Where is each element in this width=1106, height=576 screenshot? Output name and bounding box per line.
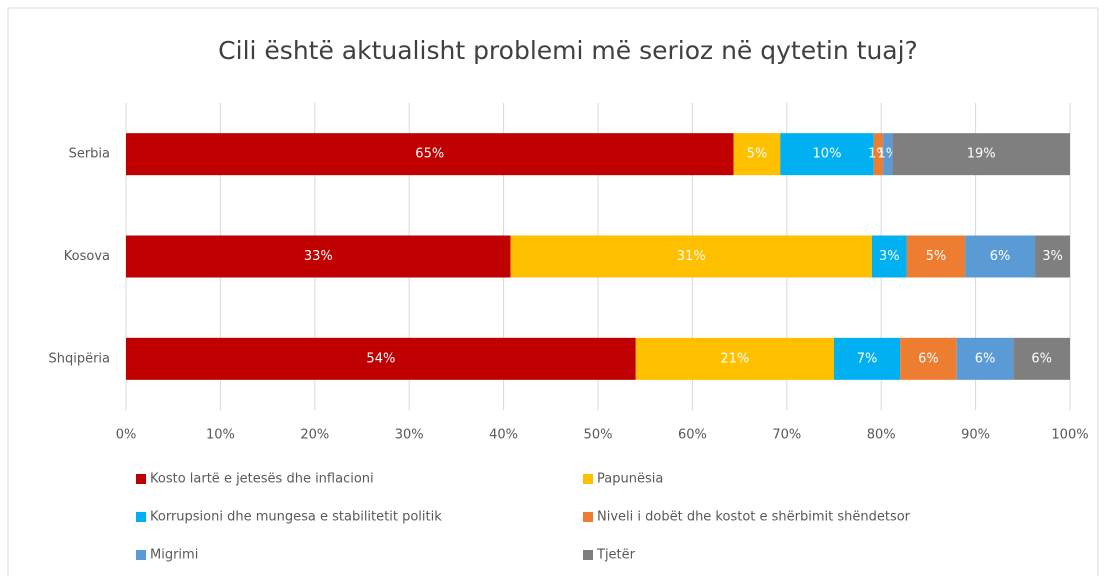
bar-segment	[1035, 235, 1070, 278]
bar-segment	[733, 133, 781, 176]
legend-swatch	[136, 512, 146, 522]
bar-segment	[871, 235, 907, 278]
bar-segment	[883, 133, 893, 176]
legend-label: Niveli i dobët dhe kostot e shërbimit sh…	[597, 510, 911, 525]
data-label: 10%	[813, 147, 842, 162]
data-label: 6%	[1031, 351, 1052, 366]
y-tick-label: Kosova	[64, 249, 110, 264]
data-label: 3%	[1042, 249, 1063, 264]
x-tick-label: 70%	[772, 428, 801, 443]
x-tick-label: 20%	[300, 428, 329, 443]
chart-title: Cili është aktualisht problemi më serioz…	[218, 36, 918, 65]
y-tick-label: Serbia	[69, 147, 110, 162]
legend-label: Migrimi	[150, 548, 198, 563]
data-label: 6%	[990, 249, 1011, 264]
data-label: 65%	[415, 147, 444, 162]
data-label: 33%	[304, 249, 333, 264]
legend-swatch	[583, 550, 593, 560]
bar-segment	[635, 337, 834, 380]
legend-swatch	[583, 474, 593, 484]
bar-segment	[126, 133, 734, 176]
chart-border	[7, 7, 1099, 576]
data-label: 6%	[918, 351, 939, 366]
data-label: 21%	[720, 351, 749, 366]
legend-label: Papunësia	[597, 472, 663, 487]
legend-label: Korrupsioni dhe mungesa e stabilitetit p…	[150, 510, 442, 525]
x-tick-label: 0%	[116, 428, 137, 443]
data-label: 5%	[747, 147, 768, 162]
bar-segment	[900, 337, 957, 380]
bar-segment	[892, 133, 1070, 176]
x-tick-label: 80%	[867, 428, 896, 443]
bar-segment	[510, 235, 872, 278]
x-tick-label: 60%	[678, 428, 707, 443]
bar-segment	[780, 133, 874, 176]
data-label: 31%	[677, 249, 706, 264]
x-tick-label: 10%	[206, 428, 235, 443]
bar-segment	[906, 235, 966, 278]
bar-segment	[965, 235, 1036, 278]
data-label: 54%	[366, 351, 395, 366]
x-tick-label: 30%	[395, 428, 424, 443]
legend-label: Tjetër	[596, 548, 636, 563]
bar-segment	[126, 235, 511, 278]
bar-segment	[1013, 337, 1070, 380]
x-tick-label: 40%	[489, 428, 518, 443]
bar-segment	[873, 133, 884, 176]
legend-swatch	[583, 512, 593, 522]
x-tick-label: 50%	[584, 428, 613, 443]
data-label: 6%	[975, 351, 996, 366]
bar-segment	[956, 337, 1014, 380]
data-label: 3%	[879, 249, 900, 264]
x-tick-label: 100%	[1051, 428, 1088, 443]
legend-label: Kosto lartë e jetesës dhe inflacioni	[150, 472, 374, 487]
y-tick-label: Shqipëria	[48, 351, 110, 366]
data-label: 19%	[967, 147, 996, 162]
data-label: 5%	[926, 249, 947, 264]
x-tick-label: 90%	[961, 428, 990, 443]
data-label: 7%	[857, 351, 878, 366]
legend-swatch	[136, 474, 146, 484]
bar-segment	[126, 337, 636, 380]
bar-segment	[834, 337, 901, 380]
legend-swatch	[136, 550, 146, 560]
